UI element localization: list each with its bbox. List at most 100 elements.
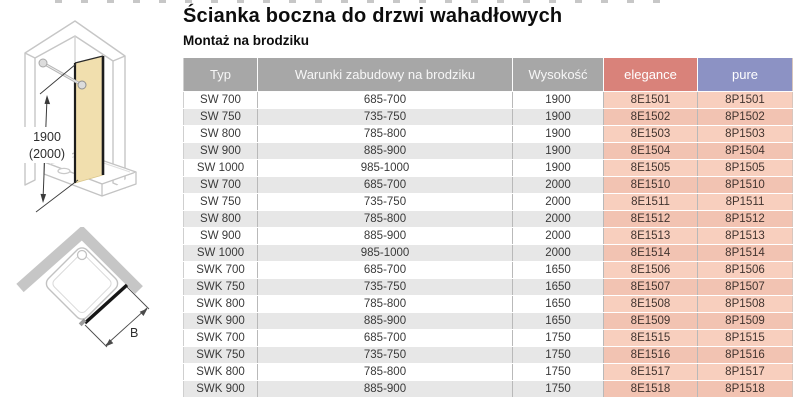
cell-typ: SWK 700 — [183, 329, 258, 347]
drain-detail — [76, 249, 88, 261]
cell-pure-code: 8P1505 — [697, 159, 793, 177]
table-row: SW 750 735-750 1900 8E1502 8P1502 — [183, 108, 793, 126]
cell-elegance-code: 8E1505 — [603, 159, 698, 177]
cell-pure-code: 8P1512 — [697, 210, 793, 228]
cell-wysokosc: 2000 — [512, 210, 604, 228]
cell-typ: SW 800 — [183, 125, 258, 143]
cell-wysokosc: 1900 — [512, 108, 604, 126]
cell-pure-code: 8P1510 — [697, 176, 793, 194]
cell-warunki: 885-900 — [257, 142, 513, 160]
cell-wysokosc: 1750 — [512, 329, 604, 347]
page-title: Ścianka boczna do drzwi wahadłowych — [183, 5, 563, 27]
cell-elegance-code: 8E1518 — [603, 380, 698, 398]
table-row: SW 700 685-700 1900 8E1501 8P1501 — [183, 91, 793, 109]
col-header-typ: Typ — [183, 58, 258, 92]
cell-elegance-code: 8E1502 — [603, 108, 698, 126]
cell-pure-code: 8P1507 — [697, 278, 793, 296]
cell-typ: SWK 900 — [183, 312, 258, 330]
cell-typ: SW 1000 — [183, 159, 258, 177]
cell-pure-code: 8P1504 — [697, 142, 793, 160]
spec-table: Typ Warunki zabudowy na brodziku Wysokoś… — [183, 58, 793, 398]
height-dim-alt-value: (2000) — [29, 147, 65, 161]
cell-warunki: 735-750 — [257, 193, 513, 211]
cell-warunki: 685-700 — [257, 329, 513, 347]
stabilizer-bar — [38, 58, 87, 90]
cell-elegance-code: 8E1515 — [603, 329, 698, 347]
table-row: SWK 750 735-750 1650 8E1507 8P1507 — [183, 278, 793, 296]
table-row: SWK 900 885-900 1650 8E1509 8P1509 — [183, 312, 793, 330]
cell-warunki: 985-1000 — [257, 159, 513, 177]
table-row: SWK 700 685-700 1750 8E1515 8P1515 — [183, 329, 793, 347]
side-panel-isometric-drawing: 1900 (2000) — [22, 20, 137, 213]
table-row: SWK 700 685-700 1650 8E1506 8P1506 — [183, 261, 793, 279]
cell-wysokosc: 2000 — [512, 193, 604, 211]
cell-elegance-code: 8E1514 — [603, 244, 698, 262]
cell-elegance-code: 8E1513 — [603, 227, 698, 245]
cell-elegance-code: 8E1508 — [603, 295, 698, 313]
plan-view-drawing: B — [16, 227, 150, 348]
table-row: SWK 750 735-750 1750 8E1516 8P1516 — [183, 346, 793, 364]
cell-typ: SW 800 — [183, 210, 258, 228]
table-row: SW 700 685-700 2000 8E1510 8P1510 — [183, 176, 793, 194]
cell-elegance-code: 8E1501 — [603, 91, 698, 109]
cell-pure-code: 8P1509 — [697, 312, 793, 330]
cell-warunki: 685-700 — [257, 176, 513, 194]
cell-wysokosc: 1750 — [512, 380, 604, 398]
wall-corner — [16, 227, 143, 294]
glass-panel-edge — [83, 283, 129, 325]
cell-typ: SW 1000 — [183, 244, 258, 262]
cell-typ: SWK 750 — [183, 278, 258, 296]
cell-elegance-code: 8E1512 — [603, 210, 698, 228]
page-subtitle: Montaż na brodziku — [183, 33, 309, 48]
table-row: SW 900 885-900 1900 8E1504 8P1504 — [183, 142, 793, 160]
cell-pure-code: 8P1508 — [697, 295, 793, 313]
cell-wysokosc: 1650 — [512, 312, 604, 330]
width-dim-label: B — [130, 326, 138, 340]
cell-warunki: 885-900 — [257, 380, 513, 398]
table-row: SW 900 885-900 2000 8E1513 8P1513 — [183, 227, 793, 245]
table-body: SW 700 685-700 1900 8E1501 8P1501 SW 750… — [183, 91, 793, 398]
cell-typ: SWK 900 — [183, 380, 258, 398]
cell-elegance-code: 8E1507 — [603, 278, 698, 296]
cell-wysokosc: 2000 — [512, 227, 604, 245]
cell-pure-code: 8P1503 — [697, 125, 793, 143]
col-header-elegance: elegance — [603, 58, 698, 92]
cell-wysokosc: 1650 — [512, 295, 604, 313]
cell-pure-code: 8P1514 — [697, 244, 793, 262]
shower-tray-top — [45, 247, 119, 320]
cropped-text-fragment — [55, 0, 667, 3]
table-row: SWK 800 785-800 1750 8E1517 8P1517 — [183, 363, 793, 381]
height-dim-value: 1900 — [33, 130, 61, 144]
cell-wysokosc: 1650 — [512, 261, 604, 279]
table-header-row: Typ Warunki zabudowy na brodziku Wysokoś… — [183, 58, 793, 92]
cell-wysokosc: 1750 — [512, 346, 604, 364]
cell-pure-code: 8P1517 — [697, 363, 793, 381]
cell-warunki: 785-800 — [257, 363, 513, 381]
glass-panel — [73, 55, 105, 184]
cell-elegance-code: 8E1511 — [603, 193, 698, 211]
table-row: SW 800 785-800 1900 8E1503 8P1503 — [183, 125, 793, 143]
cell-warunki: 735-750 — [257, 346, 513, 364]
cell-wysokosc: 2000 — [512, 176, 604, 194]
cell-typ: SW 700 — [183, 176, 258, 194]
cell-pure-code: 8P1502 — [697, 108, 793, 126]
table-row: SW 750 735-750 2000 8E1511 8P1511 — [183, 193, 793, 211]
table-row: SW 800 785-800 2000 8E1512 8P1512 — [183, 210, 793, 228]
cell-warunki: 885-900 — [257, 312, 513, 330]
cell-pure-code: 8P1515 — [697, 329, 793, 347]
cell-elegance-code: 8E1516 — [603, 346, 698, 364]
cell-typ: SWK 800 — [183, 363, 258, 381]
col-header-warunki: Warunki zabudowy na brodziku — [257, 58, 513, 92]
cell-wysokosc: 1900 — [512, 159, 604, 177]
cell-elegance-code: 8E1504 — [603, 142, 698, 160]
width-dimension: B — [84, 286, 150, 348]
cell-wysokosc: 1900 — [512, 91, 604, 109]
cell-warunki: 785-800 — [257, 125, 513, 143]
table-row: SW 1000 985-1000 1900 8E1505 8P1505 — [183, 159, 793, 177]
col-header-wysokosc: Wysokość — [512, 58, 604, 92]
wall-profile — [78, 318, 87, 327]
cell-elegance-code: 8E1506 — [603, 261, 698, 279]
cell-pure-code: 8P1511 — [697, 193, 793, 211]
cell-warunki: 785-800 — [257, 295, 513, 313]
